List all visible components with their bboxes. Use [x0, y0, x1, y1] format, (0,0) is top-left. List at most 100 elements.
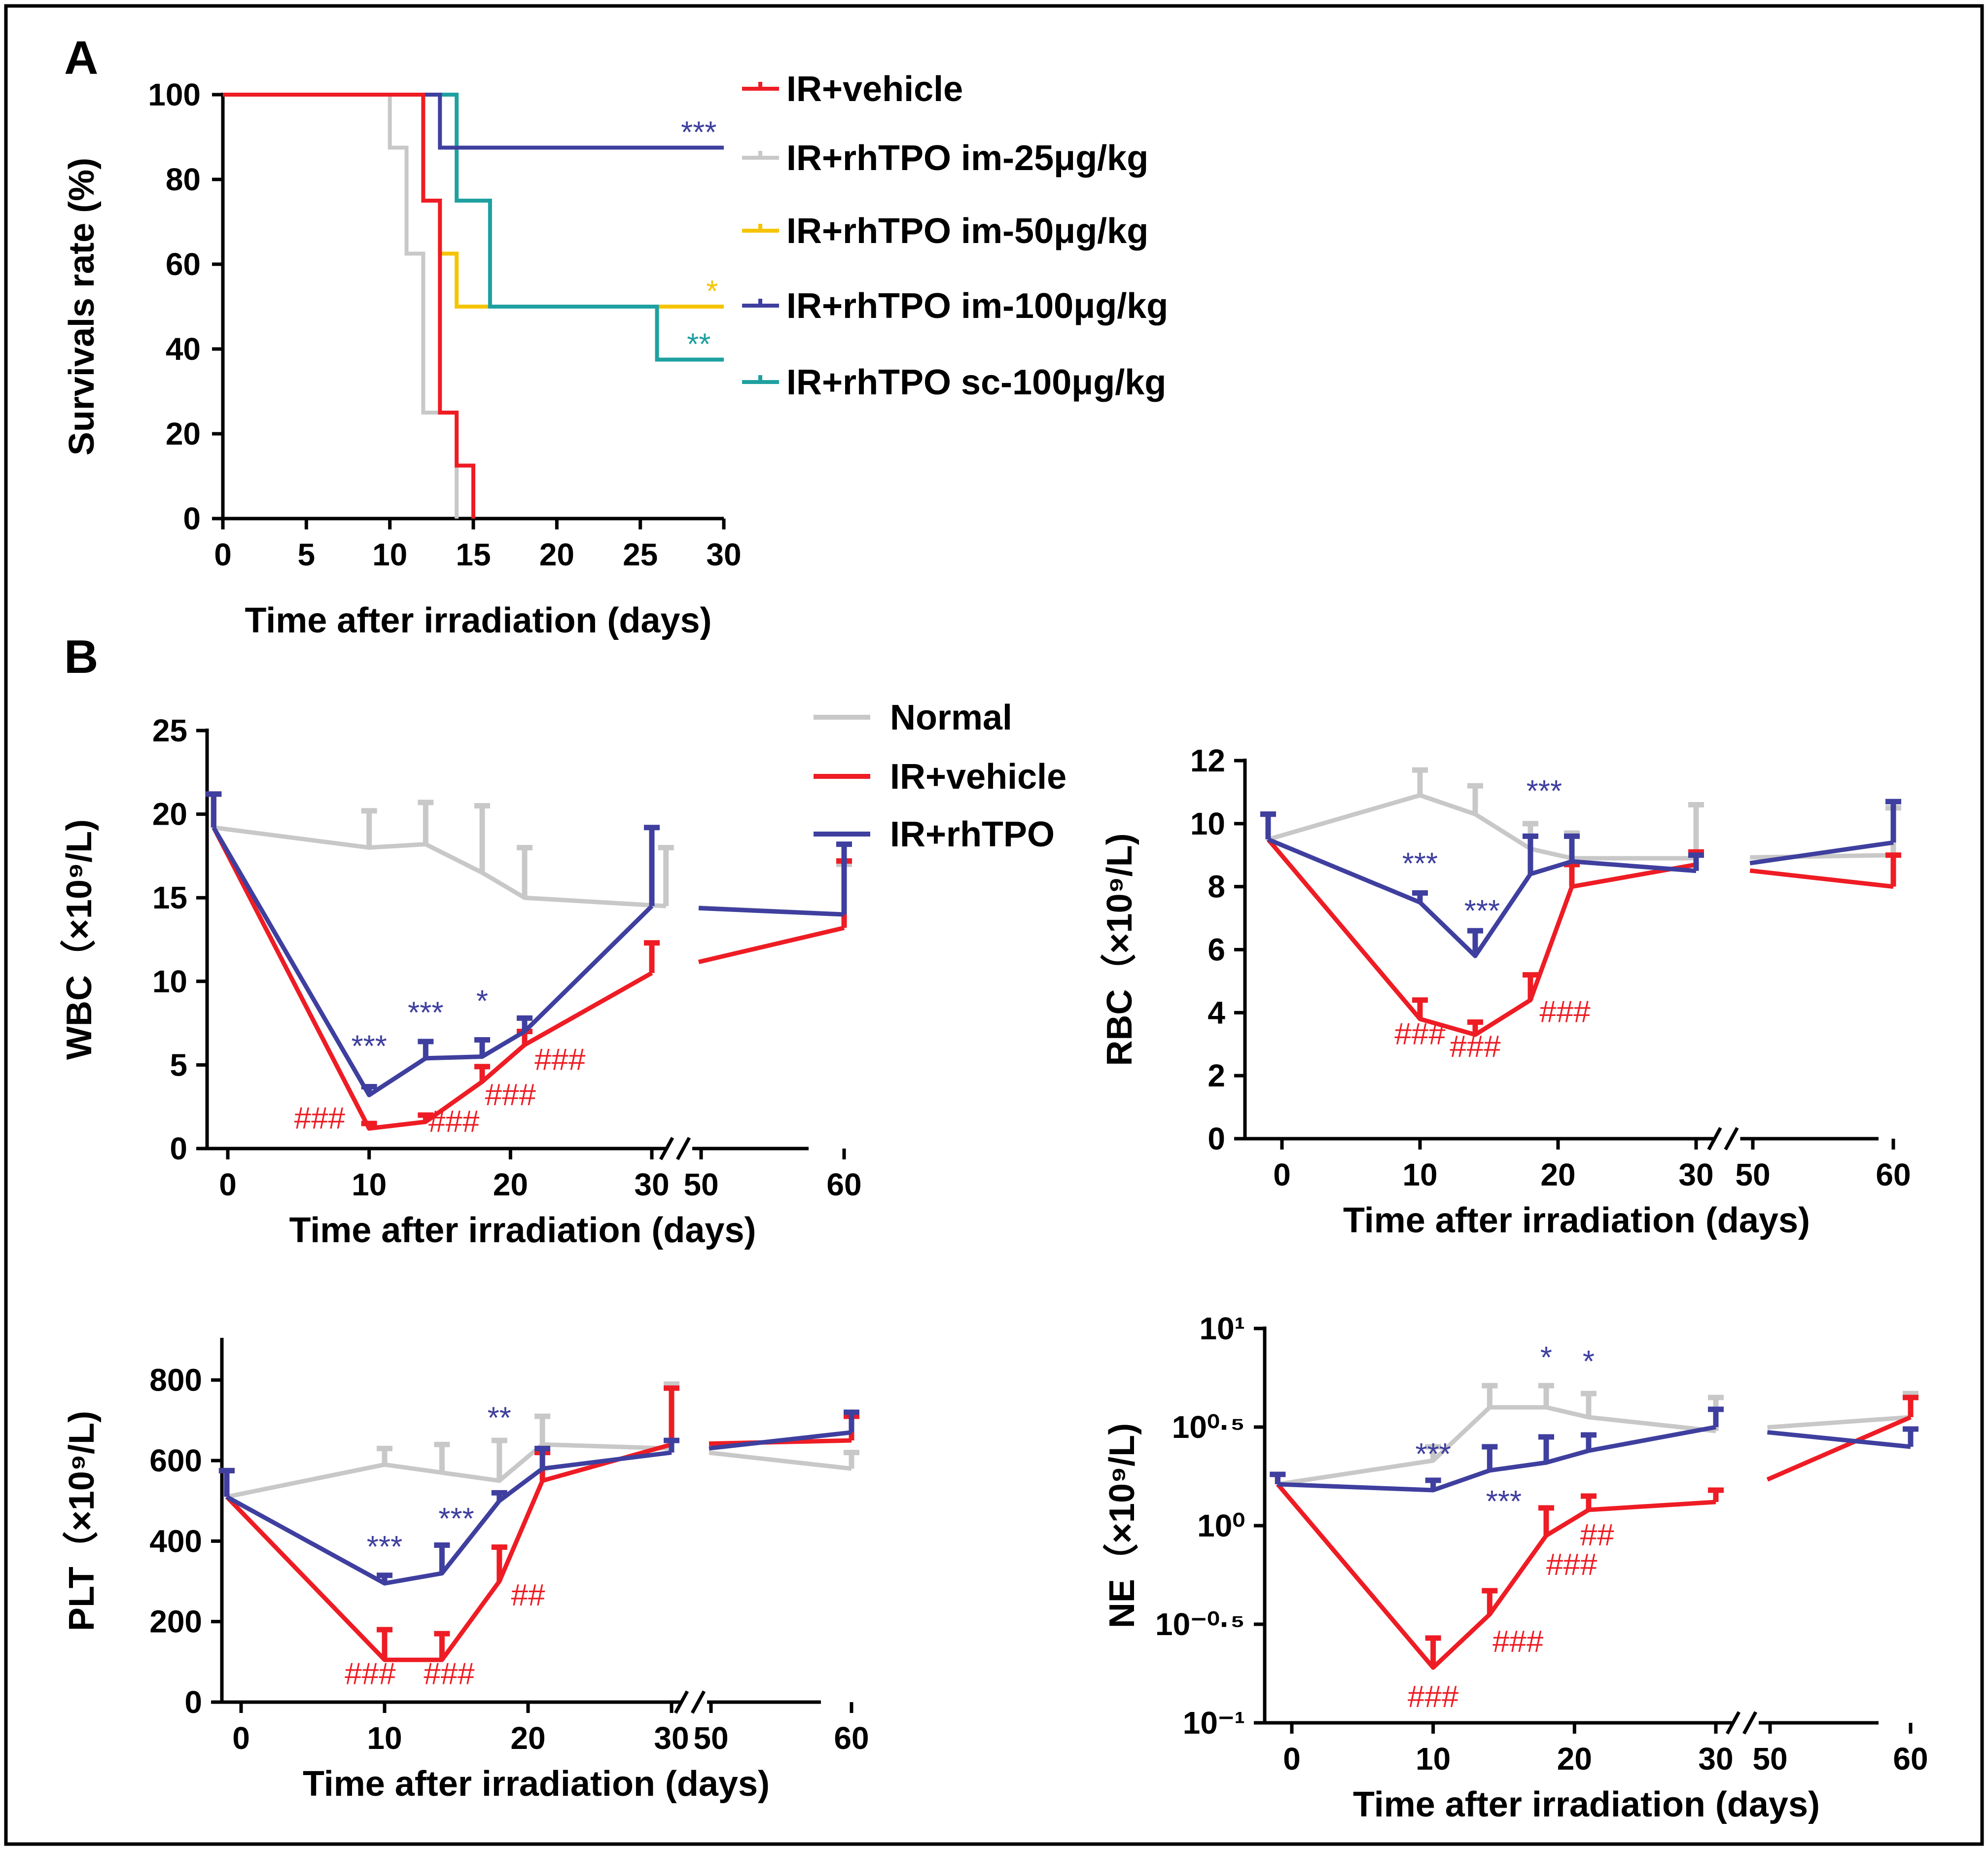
- x-tick-label: 60: [826, 1167, 861, 1202]
- series-line-1: [1276, 1483, 1716, 1670]
- x-axis-label: Time after irradiation (days): [245, 601, 712, 640]
- y-tick-label: 80: [166, 162, 201, 197]
- x-tick-label: 0: [219, 1167, 237, 1202]
- x-tick-label: 50: [1735, 1157, 1770, 1192]
- legend-label: Normal: [890, 698, 1012, 737]
- series-line-after-break-0: [1750, 853, 1894, 860]
- legend-label: IR+rhTPO im-50μg/kg: [786, 211, 1148, 251]
- x-tick-label: 25: [623, 537, 658, 572]
- series-line-1: [225, 1442, 673, 1662]
- legend-label: IR+rhTPO sc-100μg/kg: [786, 363, 1166, 402]
- axis-break-mark: [1742, 1711, 1758, 1735]
- series-line-2: [212, 826, 654, 1097]
- axis-break-mark: [675, 1137, 691, 1160]
- x-axis-label: Time after irradiation (days): [1343, 1201, 1810, 1240]
- significance-marker: ###: [294, 1101, 346, 1135]
- significance-marker: ###: [485, 1078, 536, 1112]
- series-line-after-break-0: [1767, 1415, 1911, 1430]
- x-tick-label: 20: [1557, 1741, 1592, 1777]
- significance-marker: ###: [424, 1657, 475, 1691]
- significance-marker: *: [706, 275, 718, 309]
- series-line-0: [1267, 793, 1696, 861]
- x-tick-label: 30: [1698, 1741, 1733, 1777]
- x-tick-label: 30: [634, 1167, 669, 1202]
- y-tick-label: 2: [1207, 1058, 1225, 1093]
- x-tick-label: 10: [1402, 1157, 1437, 1192]
- y-tick-label: 20: [152, 797, 187, 832]
- y-tick-label: 8: [1207, 869, 1225, 905]
- series-line-after-break-2: [1749, 840, 1894, 866]
- series-line-after-break-2: [698, 906, 845, 917]
- y-tick-label: 0: [1207, 1121, 1225, 1156]
- x-tick-label: 0: [1273, 1157, 1291, 1192]
- axis-break-mark: [1707, 1127, 1722, 1151]
- significance-marker: ***: [681, 116, 716, 150]
- survival-line-4: [223, 93, 724, 362]
- survival-line-0: [223, 93, 475, 519]
- y-tick-label: 6: [1207, 932, 1225, 968]
- series-line-2: [225, 1450, 672, 1586]
- y-tick-label: 25: [152, 713, 187, 748]
- series-line-1: [1266, 838, 1697, 1037]
- y-tick-label: 0: [183, 501, 201, 536]
- panel-label-b: B: [64, 630, 98, 683]
- series-line-after-break-0: [709, 1450, 852, 1471]
- plt-chart: 0 200 400 600 800 0 10 20 30 50 60 Time after irrad…: [62, 1338, 869, 1804]
- y-tick-label: 40: [166, 331, 201, 367]
- legend-label: IR+rhTPO im-100μg/kg: [786, 286, 1168, 326]
- significance-marker: ***: [1402, 847, 1438, 881]
- survival-line-3: [223, 93, 724, 150]
- significance-marker: ###: [1492, 1625, 1544, 1659]
- significance-marker: ***: [408, 996, 443, 1030]
- significance-marker: **: [687, 328, 710, 362]
- series-line-1: [212, 826, 653, 1131]
- axis-break-mark: [690, 1690, 706, 1714]
- x-tick-label: 10: [1416, 1741, 1451, 1777]
- significance-marker: **: [488, 1401, 511, 1435]
- axis-break-mark: [1725, 1711, 1741, 1735]
- x-axis-label: Time after irradiation (days): [289, 1211, 756, 1250]
- y-tick-label: 10⁻⁰·⁵: [1155, 1606, 1245, 1642]
- significance-marker: ###: [345, 1657, 396, 1691]
- y-tick-label: 10⁰: [1197, 1508, 1245, 1543]
- legend-label: IR+rhTPO: [890, 815, 1055, 854]
- y-tick-label: 400: [149, 1523, 202, 1559]
- y-tick-label: 5: [170, 1047, 187, 1082]
- y-axis-label: PLT（×10⁹/L): [62, 1411, 102, 1631]
- y-tick-label: 10: [152, 964, 187, 999]
- significance-marker: ***: [1415, 1437, 1451, 1471]
- x-tick-label: 20: [1540, 1157, 1575, 1192]
- x-tick-label: 0: [232, 1720, 250, 1756]
- blood-legend: Normal IR+vehicle IR+rhTPO: [814, 698, 1066, 854]
- x-tick-label: 60: [834, 1720, 869, 1756]
- x-tick-label: 0: [1283, 1741, 1301, 1777]
- y-tick-label: 0: [170, 1131, 187, 1166]
- x-tick-label: 20: [493, 1167, 528, 1202]
- x-tick-label: 50: [693, 1720, 728, 1756]
- x-axis-label: Time after irradiation (days): [1353, 1785, 1820, 1824]
- significance-marker: ***: [1486, 1485, 1522, 1519]
- y-tick-label: 12: [1190, 743, 1225, 778]
- y-tick-label: 10: [1190, 806, 1225, 841]
- y-tick-label: 600: [149, 1443, 202, 1478]
- axis-break-mark: [674, 1690, 689, 1714]
- x-tick-label: 5: [298, 537, 316, 572]
- significance-marker: ###: [534, 1043, 586, 1077]
- x-tick-label: 60: [1876, 1157, 1911, 1192]
- x-tick-label: 30: [706, 537, 741, 572]
- y-tick-label: 10⁰·⁵: [1172, 1409, 1245, 1445]
- y-axis-label: Survivals rate (%): [62, 158, 102, 455]
- axis-break-mark: [1724, 1127, 1739, 1151]
- significance-marker: *: [1583, 1345, 1595, 1379]
- significance-marker: ###: [1546, 1548, 1598, 1582]
- significance-marker: ***: [367, 1530, 402, 1564]
- significance-marker: ***: [1526, 774, 1562, 808]
- y-tick-label: 0: [184, 1684, 202, 1720]
- x-tick-label: 60: [1893, 1741, 1928, 1777]
- significance-marker: ###: [1539, 995, 1591, 1029]
- x-tick-label: 0: [214, 537, 232, 572]
- x-tick-label: 20: [539, 537, 574, 572]
- x-tick-label: 20: [510, 1720, 545, 1756]
- figure-frame: [4, 4, 1984, 1846]
